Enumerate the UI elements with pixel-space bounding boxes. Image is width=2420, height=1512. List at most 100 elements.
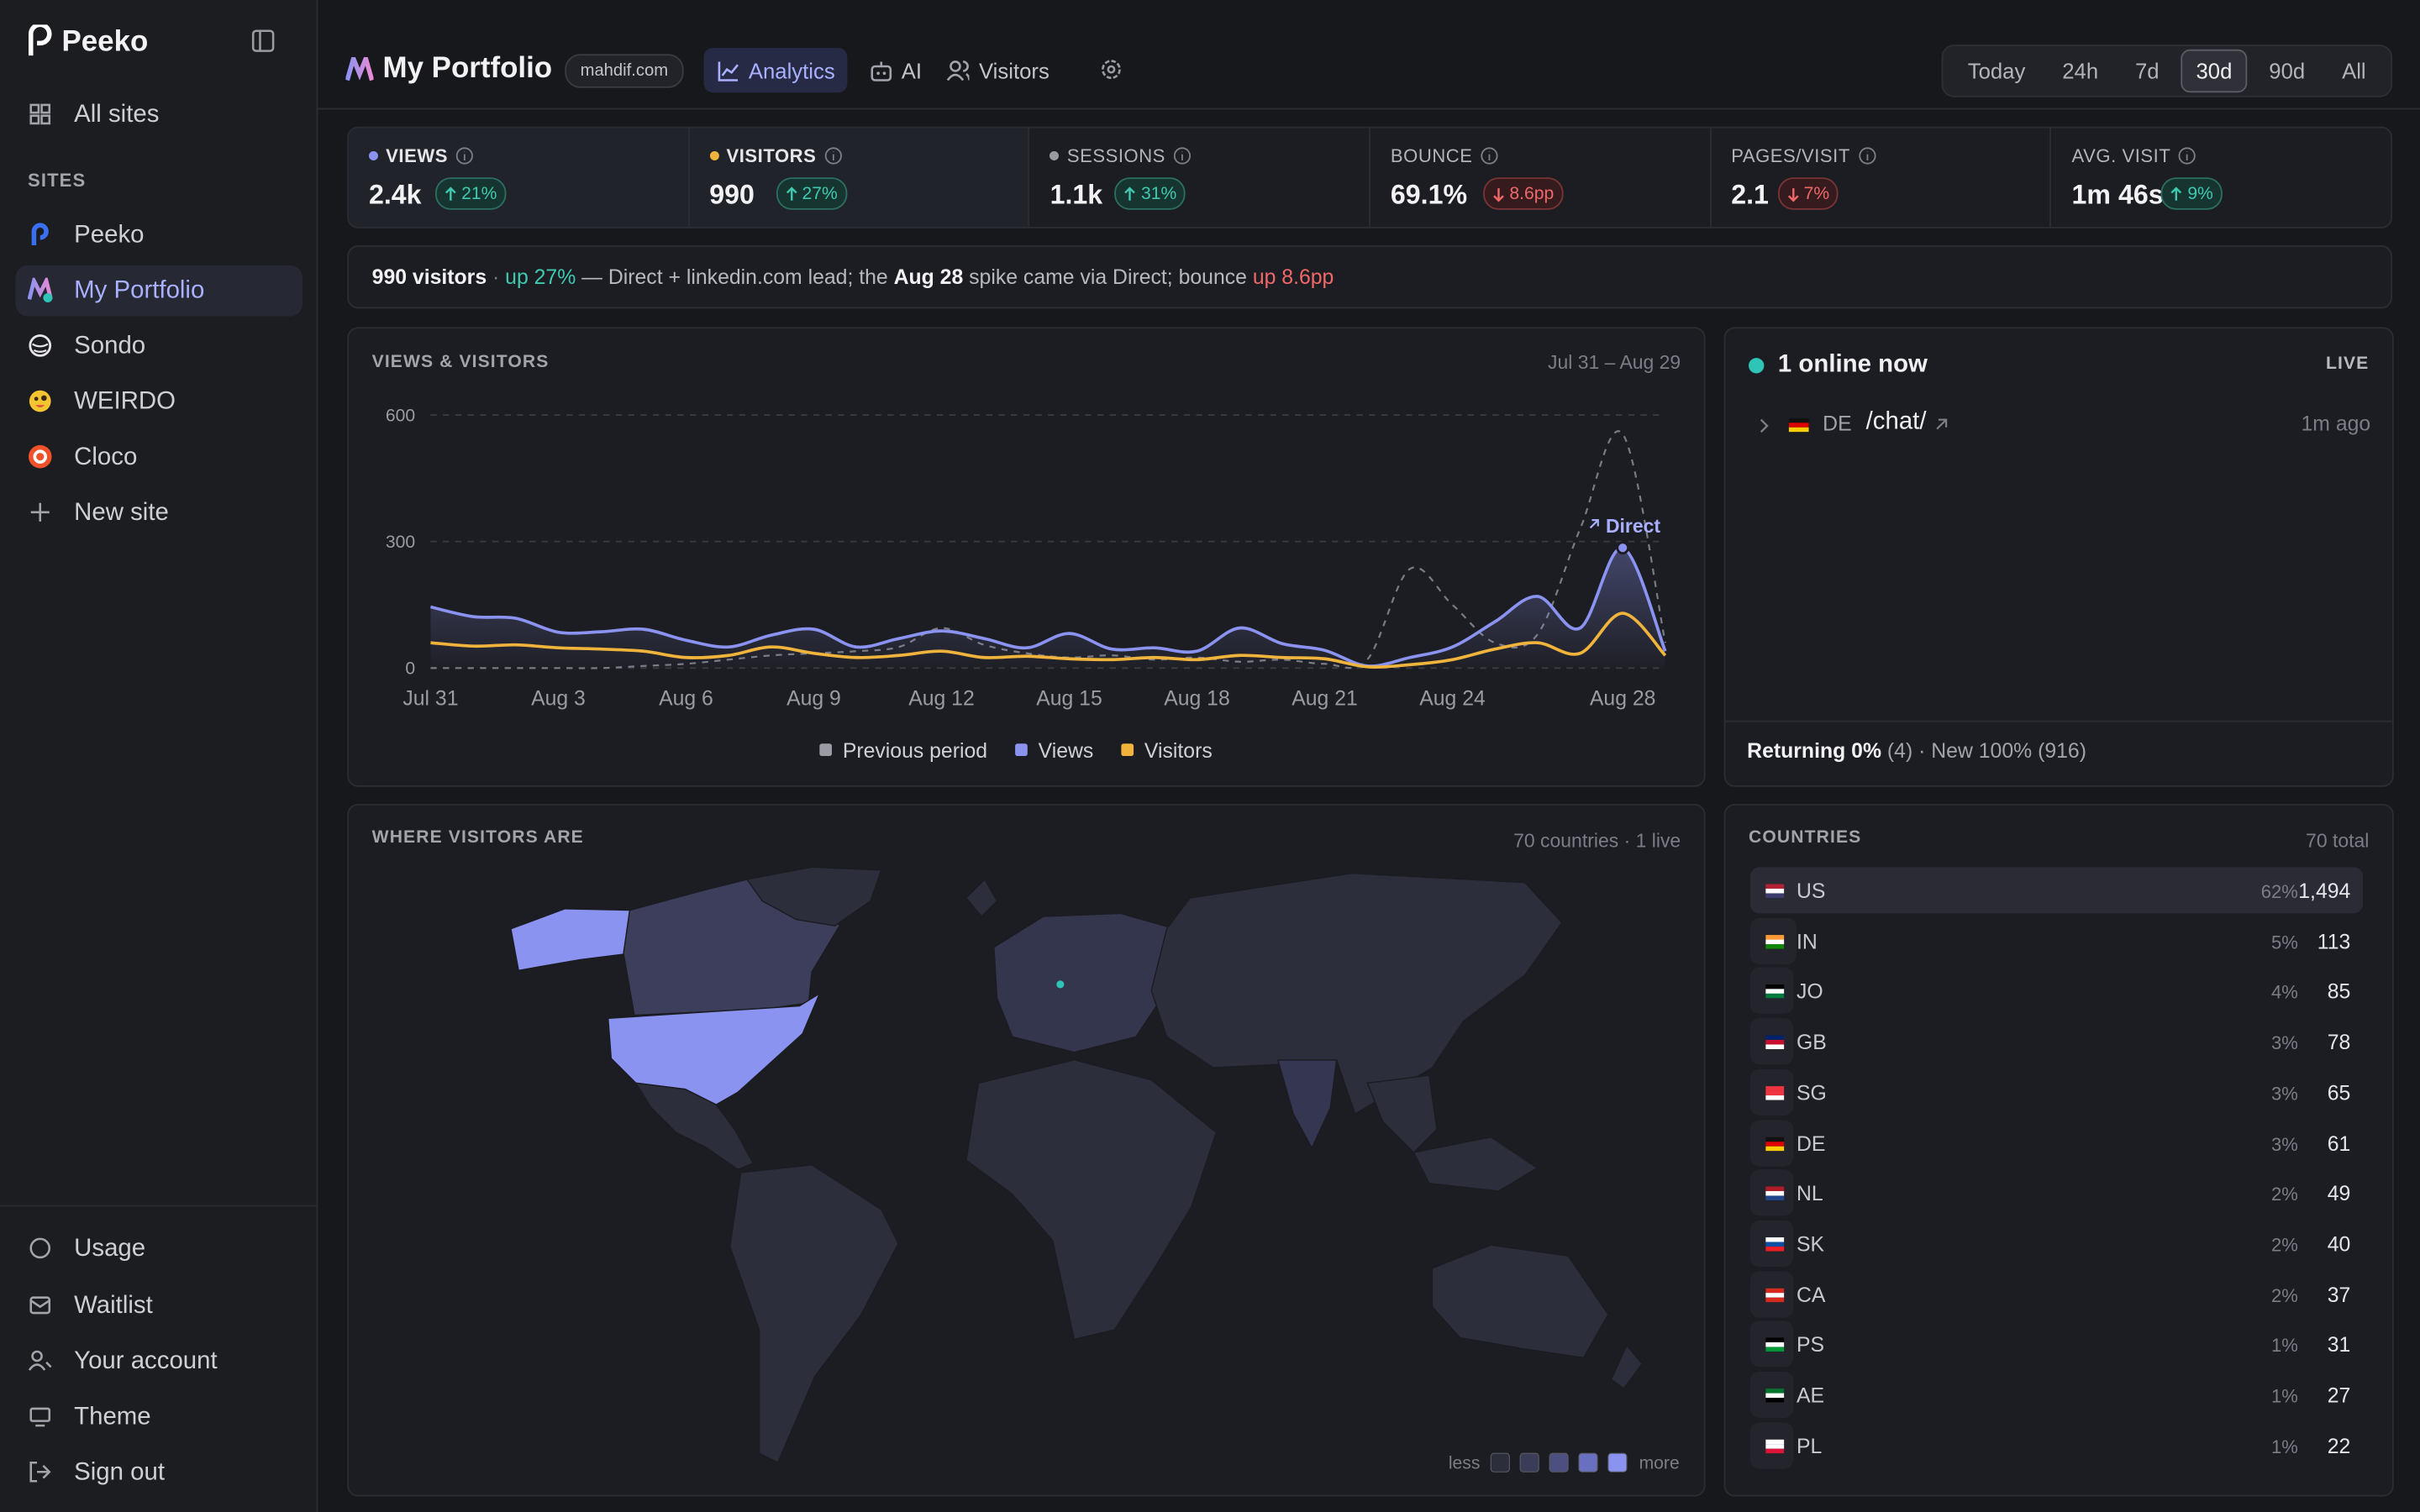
stat[interactable]: VISITORS 990 27% — [689, 128, 1030, 228]
chart-title: VIEWS & VISITORS — [372, 352, 550, 371]
country-count: 22 — [2327, 1434, 2351, 1458]
tab[interactable]: Visitors — [944, 48, 1053, 92]
nav-label: Waitlist — [74, 1293, 153, 1320]
nav-item[interactable]: Cloco — [15, 432, 302, 483]
line — [430, 546, 1667, 668]
icon-part — [28, 1361, 52, 1371]
visit-time: 1m ago — [2301, 412, 2371, 435]
icon-part — [947, 60, 970, 81]
icon-part — [1765, 1246, 1785, 1252]
live-location — [1056, 980, 1065, 989]
country-share: 5% — [2271, 931, 2298, 953]
icon-part — [1765, 1296, 1785, 1302]
stat[interactable]: AVG. VISIT 1m 46s 9% — [2052, 128, 2391, 227]
icon — [871, 61, 892, 81]
range-button[interactable]: All — [2342, 58, 2366, 84]
country[interactable] — [1431, 1244, 1609, 1359]
icon-part — [28, 444, 52, 469]
country-row[interactable]: PL 1% 22 — [1749, 1421, 2363, 1468]
icon — [1765, 934, 1785, 949]
country[interactable] — [1150, 872, 1563, 1116]
country[interactable] — [1366, 1074, 1438, 1154]
country-row[interactable]: US 62% 1,494 — [1749, 867, 2364, 914]
icon-part — [1765, 1095, 1785, 1100]
nav-item[interactable]: Waitlist — [15, 1280, 302, 1331]
stat[interactable]: PAGES/VISIT 2.1 7% — [1711, 128, 2052, 228]
range-button[interactable]: 90d — [2269, 58, 2306, 84]
collapse-button[interactable] — [251, 29, 275, 53]
domain-pill[interactable]: mahdif.com — [565, 54, 684, 88]
nav-item[interactable]: Theme — [15, 1392, 302, 1443]
country[interactable] — [607, 992, 821, 1105]
country[interactable] — [965, 1059, 1218, 1341]
country-row[interactable]: NL 2% 49 — [1749, 1169, 2363, 1216]
nav-item[interactable]: Your account — [15, 1336, 302, 1388]
range-button[interactable]: Today — [1967, 58, 2026, 84]
range-button[interactable]: 30d — [2181, 49, 2248, 93]
country-row[interactable]: IN 5% 113 — [1749, 917, 2363, 964]
nav-item[interactable]: Sign out — [15, 1447, 302, 1499]
icon-part — [29, 1407, 51, 1422]
stat-change: 21% — [434, 177, 507, 210]
x-tick-label: Aug 15 — [1036, 687, 1102, 710]
country-code: PS — [1796, 1333, 1825, 1357]
stat[interactable]: VIEWS 2.4k 21% — [349, 128, 690, 228]
tab[interactable]: Analytics — [703, 47, 848, 93]
country[interactable] — [745, 866, 882, 927]
country-row[interactable]: AE 1% 27 — [1749, 1371, 2363, 1418]
countries-card: COUNTRIES 70 total US 62% 1,494 IN 5% 113 JO 4%… — [1723, 803, 2394, 1497]
nav-item[interactable]: Sondo — [15, 321, 302, 372]
icon — [28, 277, 53, 303]
country[interactable] — [965, 878, 998, 918]
country-code: JO — [1796, 980, 1823, 1004]
nav-label: WEIRDO — [74, 388, 176, 416]
country-row[interactable]: SG 3% 65 — [1749, 1068, 2363, 1116]
nav-item[interactable]: New site — [15, 487, 302, 538]
country-row[interactable]: DE 3% 61 — [1749, 1119, 2363, 1166]
country-share: 2% — [2271, 1234, 2298, 1256]
country[interactable] — [1413, 1136, 1539, 1192]
tab[interactable]: AI — [865, 48, 924, 92]
country[interactable] — [1610, 1344, 1644, 1390]
icon-part — [29, 390, 51, 412]
icon — [1481, 147, 1498, 165]
country-row[interactable]: GB 3% 78 — [1749, 1018, 2363, 1065]
icon-part — [1765, 888, 1785, 894]
stat-change-text: 7% — [1803, 184, 1830, 203]
tab-label: Analytics — [748, 57, 835, 83]
legend-swatch — [1490, 1452, 1510, 1473]
country-count: 61 — [2327, 1131, 2351, 1155]
nav-item[interactable]: Peeko — [15, 210, 302, 261]
country-row[interactable]: JO 4% 85 — [1749, 968, 2363, 1015]
country-count: 113 — [2317, 929, 2351, 953]
icon-part — [368, 151, 379, 161]
country-share: 3% — [2271, 1083, 2298, 1105]
nav-item[interactable]: My Portfolio — [15, 265, 303, 317]
icon — [1050, 151, 1060, 161]
icon — [1765, 1287, 1785, 1302]
stat[interactable]: SESSIONS 1.1k 31% — [1030, 128, 1371, 228]
country[interactable] — [510, 908, 635, 972]
visit-row[interactable]: DE/chat/1m ago — [1747, 406, 2370, 443]
nav-item[interactable]: All sites — [15, 90, 302, 141]
country-share: 1% — [2271, 1385, 2298, 1408]
nav-item[interactable]: Usage — [15, 1224, 302, 1275]
icon-part — [1765, 1090, 1785, 1095]
country[interactable] — [634, 1082, 755, 1171]
icon-part — [1765, 934, 1785, 939]
settings-button[interactable] — [1099, 57, 1123, 81]
icon — [1493, 187, 1504, 202]
stat[interactable]: BOUNCE 69.1% 8.6pp — [1370, 128, 1712, 228]
icon-part — [1765, 994, 1785, 1000]
range-button[interactable]: 7d — [2135, 58, 2160, 84]
country-row[interactable]: SK 2% 40 — [1749, 1220, 2363, 1267]
country-row[interactable]: PS 1% 31 — [1749, 1320, 2363, 1368]
nav-item[interactable]: WEIRDO — [15, 376, 302, 428]
icon — [1765, 884, 1785, 898]
range-button[interactable]: 24h — [2062, 58, 2099, 84]
country[interactable] — [993, 912, 1176, 1053]
country[interactable] — [1276, 1059, 1338, 1150]
country-row[interactable]: CA 2% 37 — [1749, 1270, 2363, 1317]
country[interactable] — [729, 1163, 899, 1464]
